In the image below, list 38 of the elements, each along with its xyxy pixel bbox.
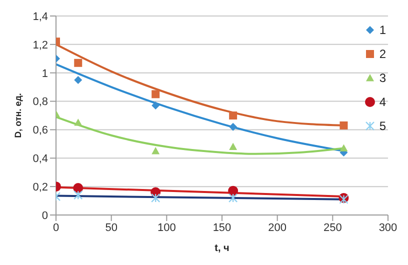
y-tick-label: 1,4 [32, 10, 48, 23]
x-tick-label: 0 [52, 222, 60, 234]
x-tick-label: 200 [268, 222, 287, 234]
point [229, 112, 238, 120]
point [229, 122, 238, 131]
point [74, 76, 82, 84]
point [74, 58, 82, 67]
point [340, 144, 348, 152]
legend-label: 1 [379, 23, 386, 37]
y-tick-label: 0,4 [32, 153, 48, 166]
x-tick-label: 100 [157, 222, 176, 234]
point [152, 102, 160, 110]
point [228, 186, 238, 196]
legend-label: 3 [379, 71, 386, 85]
point [74, 190, 83, 200]
x-tick-label: 50 [105, 222, 118, 234]
x-axis-title: t, ч [214, 243, 230, 254]
x-tick-label: 150 [212, 222, 232, 234]
y-tick-label: 0,6 [32, 124, 48, 137]
legend-label: 2 [379, 47, 386, 61]
x-tick-label: 300 [378, 222, 398, 234]
y-tick-label: 1,2 [32, 39, 48, 52]
point [228, 193, 238, 203]
legend-label: 4 [379, 95, 386, 109]
point [152, 90, 160, 98]
legend-label: 5 [379, 119, 386, 133]
y-tick-label: 0,2 [32, 181, 48, 194]
y-tick-label: 1 [42, 68, 48, 80]
y-axis-title: D, отн. ед. [13, 93, 24, 138]
point [152, 147, 160, 154]
point [151, 193, 160, 203]
point [340, 121, 348, 130]
y-tick-label: 0 [42, 210, 48, 222]
y-tick-label: 0,8 [32, 96, 48, 108]
point [229, 142, 238, 150]
point [74, 118, 82, 126]
point [73, 182, 84, 193]
x-tick-label: 250 [323, 222, 342, 234]
